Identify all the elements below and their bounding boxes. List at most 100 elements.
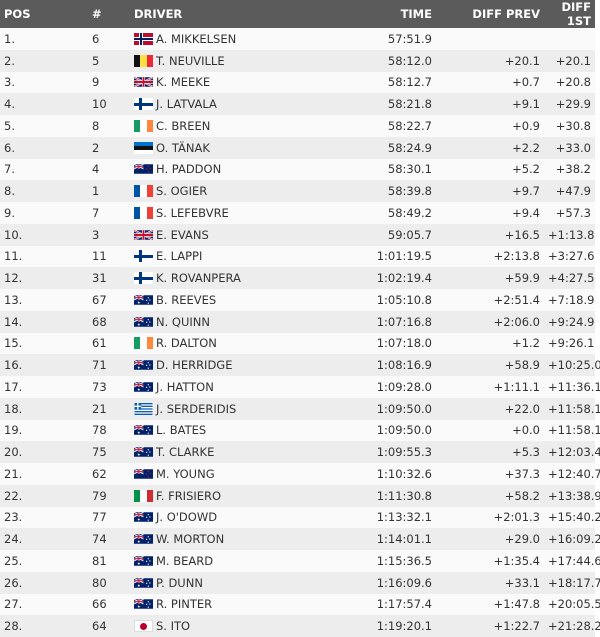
table-row[interactable]: 17. 73 J. HATTON 1:09:28.0 +1:11.1 +11:3… (0, 376, 600, 398)
car-number: 62 (88, 463, 130, 485)
diff-first: +33.0 (544, 136, 595, 159)
driver-name[interactable]: K. ROVANPERA (156, 271, 241, 286)
driver-name[interactable]: L. BATES (156, 423, 207, 438)
pos: 10. (0, 223, 88, 246)
driver-name[interactable]: J. HATTON (156, 379, 214, 394)
table-row[interactable]: 20. 75 T. CLARKE 1:09:55.3 +5.3 +12:03.4 (0, 441, 600, 463)
diff-prev (436, 28, 544, 50)
table-row[interactable]: 4. 10 J. LATVALA 58:21.8 +9.1 +29.9 (0, 93, 595, 115)
diff-prev: +58.9 (436, 354, 544, 376)
driver-cell: T. CLARKE (130, 441, 358, 463)
driver-name[interactable]: C. BREEN (156, 118, 211, 133)
table-row[interactable]: 1. 6 A. MIKKELSEN 57:51.9 (0, 28, 595, 50)
driver-name[interactable]: J. O'DOWD (156, 510, 218, 525)
diff-prev: +1:35.4 (436, 550, 544, 572)
driver-name[interactable]: J. SERDERIDIS (156, 401, 237, 416)
driver-name[interactable]: A. MIKKELSEN (156, 31, 237, 46)
driver-name[interactable]: S. OGIER (156, 184, 208, 199)
table-row[interactable]: 8. 1 S. OGIER 58:39.8 +9.7 +47.9 (0, 180, 595, 202)
table-row[interactable]: 24. 74 W. MORTON 1:14:01.1 +29.0 +16:09.… (0, 528, 600, 550)
flag-no-icon (134, 32, 153, 45)
driver-name[interactable]: R. PINTER (156, 597, 213, 612)
time: 58:12.0 (358, 49, 436, 72)
time: 1:10:32.6 (358, 463, 436, 485)
diff-first: +9:24.9 (544, 310, 595, 333)
table-row[interactable]: 16. 71 D. HERRIDGE 1:08:16.9 +58.9 +10:2… (0, 354, 600, 376)
driver-cell: J. O'DOWD (130, 506, 358, 529)
driver-name[interactable]: S. ITO (156, 619, 191, 634)
driver-name[interactable]: B. REEVES (156, 292, 217, 307)
table-row[interactable]: 9. 7 S. LEFEBVRE 58:49.2 +9.4 +57.3 (0, 202, 595, 224)
pos: 24. (0, 528, 88, 550)
car-number: 4 (88, 158, 130, 181)
driver-cell: S. ITO (130, 615, 358, 637)
driver-name[interactable]: K. MEEKE (156, 75, 211, 90)
diff-first: +12:03.4 (544, 441, 600, 463)
driver-name[interactable]: H. PADDON (156, 162, 222, 177)
table-row[interactable]: 2. 5 T. NEUVILLE 58:12.0 +20.1 +20.1 (0, 49, 595, 72)
driver-cell: T. NEUVILLE (130, 49, 358, 72)
flag-fi-icon (134, 250, 153, 263)
time: 59:05.7 (358, 223, 436, 246)
col-pos[interactable]: POS (0, 0, 88, 28)
table-row[interactable]: 3. 9 K. MEEKE 58:12.7 +0.7 +20.8 (0, 71, 595, 94)
driver-cell: L. BATES (130, 419, 358, 442)
driver-name[interactable]: F. FRISIERO (156, 488, 222, 503)
col-diff-first[interactable]: DIFF 1ST (544, 0, 595, 28)
driver-name[interactable]: M. YOUNG (156, 466, 215, 481)
driver-name[interactable]: M. BEARD (156, 553, 214, 568)
table-row[interactable]: 13. 67 B. REEVES 1:05:10.8 +2:51.4 +7:18… (0, 289, 595, 311)
driver-name[interactable]: N. QUINN (156, 314, 210, 329)
table-row[interactable]: 7. 4 H. PADDON 58:30.1 +5.2 +38.2 (0, 158, 595, 181)
driver-name[interactable]: O. TÄNAK (156, 140, 210, 155)
table-row[interactable]: 28. 64 S. ITO 1:19:20.1 +1:22.7 +21:28.2 (0, 615, 600, 637)
diff-prev: +29.0 (436, 528, 544, 550)
table-row[interactable]: 5. 8 C. BREEN 58:22.7 +0.9 +30.8 (0, 115, 595, 137)
car-number: 1 (88, 180, 130, 202)
table-row[interactable]: 27. 66 R. PINTER 1:17:57.4 +1:47.8 +20:0… (0, 593, 600, 616)
col-diff-prev[interactable]: DIFF PREV (436, 0, 544, 28)
diff-first: +17:44.6 (544, 550, 600, 572)
table-row[interactable]: 12. 31 K. ROVANPERA 1:02:19.4 +59.9 +4:2… (0, 267, 595, 289)
diff-first: +18:17.7 (544, 571, 600, 594)
table-row[interactable]: 11. 11 E. LAPPI 1:01:19.5 +2:13.8 +3:27.… (0, 245, 595, 268)
time: 1:09:55.3 (358, 441, 436, 463)
driver-name[interactable]: E. LAPPI (156, 249, 203, 264)
driver-name[interactable]: D. HERRIDGE (156, 358, 233, 373)
table-row[interactable]: 21. 62 M. YOUNG 1:10:32.6 +37.3 +12:40.7 (0, 463, 600, 485)
col-driver[interactable]: DRIVER (130, 0, 358, 28)
col-time[interactable]: TIME (358, 0, 436, 28)
col-num[interactable]: # (88, 0, 130, 28)
table-row[interactable]: 15. 61 R. DALTON 1:07:18.0 +1.2 +9:26.1 (0, 332, 595, 355)
driver-name[interactable]: E. EVANS (156, 227, 209, 242)
table-row[interactable]: 6. 2 O. TÄNAK 58:24.9 +2.2 +33.0 (0, 136, 595, 159)
driver-name[interactable]: W. MORTON (156, 532, 225, 547)
pos: 19. (0, 419, 88, 442)
driver-name[interactable]: T. CLARKE (156, 445, 215, 460)
driver-name[interactable]: R. DALTON (156, 336, 217, 351)
driver-name[interactable]: J. LATVALA (156, 97, 217, 112)
car-number: 79 (88, 484, 130, 507)
table-row[interactable]: 25. 81 M. BEARD 1:15:36.5 +1:35.4 +17:44… (0, 550, 600, 572)
pos: 26. (0, 571, 88, 594)
time: 1:02:19.4 (358, 267, 436, 289)
driver-name[interactable]: P. DUNN (156, 575, 203, 590)
car-number: 77 (88, 506, 130, 529)
table-row[interactable]: 19. 78 L. BATES 1:09:50.0 +0.0 +11:58.1 (0, 419, 600, 442)
table-row[interactable]: 14. 68 N. QUINN 1:07:16.8 +2:06.0 +9:24.… (0, 310, 595, 333)
driver-name[interactable]: S. LEFEBVRE (156, 205, 229, 220)
driver-name[interactable]: T. NEUVILLE (156, 53, 225, 68)
flag-nz-icon (134, 468, 153, 480)
table-row[interactable]: 22. 79 F. FRISIERO 1:11:30.8 +58.2 +13:3… (0, 484, 600, 507)
car-number: 31 (88, 267, 130, 289)
car-number: 66 (88, 593, 130, 616)
diff-prev: +5.3 (436, 441, 544, 463)
table-row[interactable]: 10. 3 E. EVANS 59:05.7 +16.5 +1:13.8 (0, 223, 595, 246)
time: 1:11:30.8 (358, 484, 436, 507)
car-number: 71 (88, 354, 130, 376)
diff-first: +20.8 (544, 71, 595, 94)
driver-cell: J. HATTON (130, 376, 358, 398)
table-row[interactable]: 18. 21 J. SERDERIDIS 1:09:50.0 +22.0 +11… (0, 397, 600, 420)
table-row[interactable]: 23. 77 J. O'DOWD 1:13:32.1 +2:01.3 +15:4… (0, 506, 600, 529)
table-row[interactable]: 26. 80 P. DUNN 1:16:09.6 +33.1 +18:17.7 (0, 571, 600, 594)
